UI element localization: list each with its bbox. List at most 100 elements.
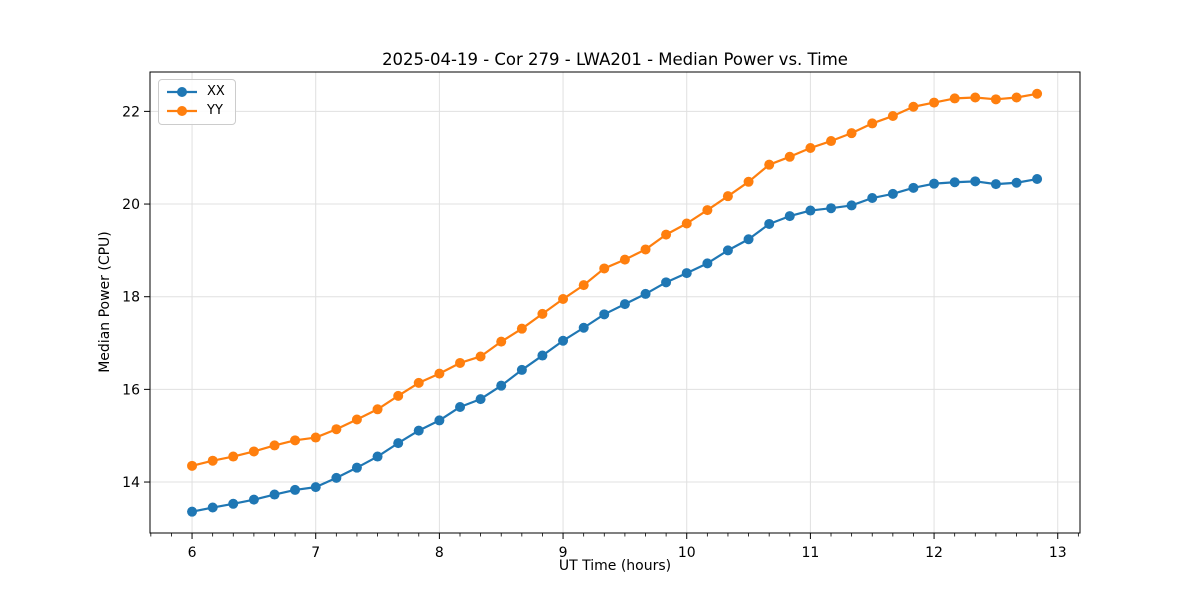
- legend-label-yy: YY: [207, 103, 223, 118]
- data-point-xx: [393, 438, 404, 449]
- data-point-xx: [228, 498, 239, 509]
- data-point-yy: [1011, 92, 1022, 103]
- data-point-xx: [310, 482, 321, 493]
- data-point-xx: [887, 188, 898, 199]
- x-tick-label: 11: [801, 545, 819, 561]
- data-point-yy: [949, 93, 960, 104]
- y-tick-label: 20: [122, 197, 140, 213]
- legend-line-sample-icon: [167, 106, 197, 116]
- legend-line-sample-icon: [167, 87, 197, 97]
- data-point-yy: [558, 294, 569, 305]
- data-point-xx: [867, 193, 878, 204]
- data-point-xx: [434, 415, 445, 426]
- data-point-xx: [248, 494, 259, 505]
- data-point-yy: [496, 336, 507, 347]
- y-tick-label: 22: [122, 104, 140, 120]
- data-point-yy: [578, 280, 589, 291]
- data-point-xx: [908, 182, 919, 193]
- data-point-xx: [578, 322, 589, 333]
- data-point-yy: [331, 424, 342, 435]
- data-point-yy: [455, 357, 466, 368]
- data-point-yy: [784, 151, 795, 162]
- data-point-yy: [970, 92, 981, 103]
- data-point-yy: [290, 435, 301, 446]
- x-tick-label: 7: [311, 545, 320, 561]
- data-point-yy: [310, 432, 321, 443]
- data-point-yy: [702, 205, 713, 216]
- x-tick-label: 12: [925, 545, 943, 561]
- legend: XX YY: [158, 79, 236, 125]
- data-point-xx: [764, 218, 775, 229]
- data-point-xx: [475, 394, 486, 405]
- data-point-xx: [537, 350, 548, 361]
- data-point-yy: [207, 455, 218, 466]
- x-tick-label: 10: [678, 545, 696, 561]
- data-point-yy: [640, 244, 651, 255]
- data-point-yy: [393, 390, 404, 401]
- data-point-xx: [1011, 177, 1022, 188]
- data-point-yy: [722, 191, 733, 202]
- x-tick-label: 6: [188, 545, 197, 561]
- data-point-yy: [372, 404, 383, 415]
- data-point-xx: [516, 364, 527, 375]
- data-point-xx: [702, 258, 713, 269]
- data-point-yy: [846, 128, 857, 139]
- chart-title: 2025-04-19 - Cor 279 - LWA201 - Median P…: [382, 50, 848, 69]
- data-point-yy: [1032, 88, 1043, 99]
- data-point-xx: [805, 205, 816, 216]
- data-point-yy: [929, 97, 940, 108]
- data-point-yy: [743, 176, 754, 187]
- data-point-xx: [290, 484, 301, 495]
- data-point-yy: [887, 111, 898, 122]
- data-point-xx: [1032, 174, 1043, 185]
- data-point-xx: [619, 299, 630, 310]
- data-point-yy: [516, 323, 527, 334]
- legend-entry-yy: YY: [166, 104, 225, 118]
- series-line-xx: [190, 177, 1039, 513]
- data-point-xx: [929, 178, 940, 189]
- data-point-yy: [537, 308, 548, 319]
- data-point-yy: [867, 118, 878, 129]
- data-point-xx: [455, 401, 466, 412]
- data-point-xx: [496, 380, 507, 391]
- data-point-xx: [826, 203, 837, 214]
- y-tick-label: 18: [122, 290, 140, 306]
- data-point-xx: [413, 425, 424, 436]
- data-point-xx: [846, 200, 857, 211]
- data-point-xx: [599, 309, 610, 320]
- data-point-yy: [661, 229, 672, 240]
- data-point-xx: [970, 176, 981, 187]
- legend-label-xx: XX: [207, 84, 225, 99]
- data-point-xx: [207, 502, 218, 513]
- data-point-xx: [784, 211, 795, 222]
- x-axis-label: UT Time (hours): [558, 558, 672, 574]
- data-point-yy: [990, 94, 1001, 105]
- data-point-yy: [764, 159, 775, 170]
- data-point-xx: [949, 177, 960, 188]
- x-tick-label: 13: [1049, 545, 1067, 561]
- data-point-xx: [743, 234, 754, 245]
- data-point-xx: [681, 268, 692, 279]
- data-point-xx: [558, 335, 569, 346]
- data-point-yy: [681, 218, 692, 229]
- data-point-yy: [187, 460, 198, 471]
- y-axis-label: Median Power (CPU): [97, 231, 113, 373]
- data-point-yy: [434, 368, 445, 379]
- data-point-yy: [908, 101, 919, 112]
- data-point-xx: [640, 288, 651, 299]
- data-point-yy: [269, 440, 280, 451]
- data-point-xx: [269, 489, 280, 500]
- x-tick-label: 9: [559, 545, 568, 561]
- x-tick-label: 8: [435, 545, 444, 561]
- y-tick-label: 16: [122, 382, 140, 398]
- data-point-yy: [248, 446, 259, 457]
- data-point-xx: [722, 245, 733, 256]
- data-point-yy: [475, 351, 486, 362]
- legend-entry-xx: XX: [166, 85, 225, 99]
- data-point-yy: [619, 254, 630, 265]
- data-point-xx: [351, 462, 362, 473]
- data-point-xx: [372, 451, 383, 462]
- data-point-yy: [413, 377, 424, 388]
